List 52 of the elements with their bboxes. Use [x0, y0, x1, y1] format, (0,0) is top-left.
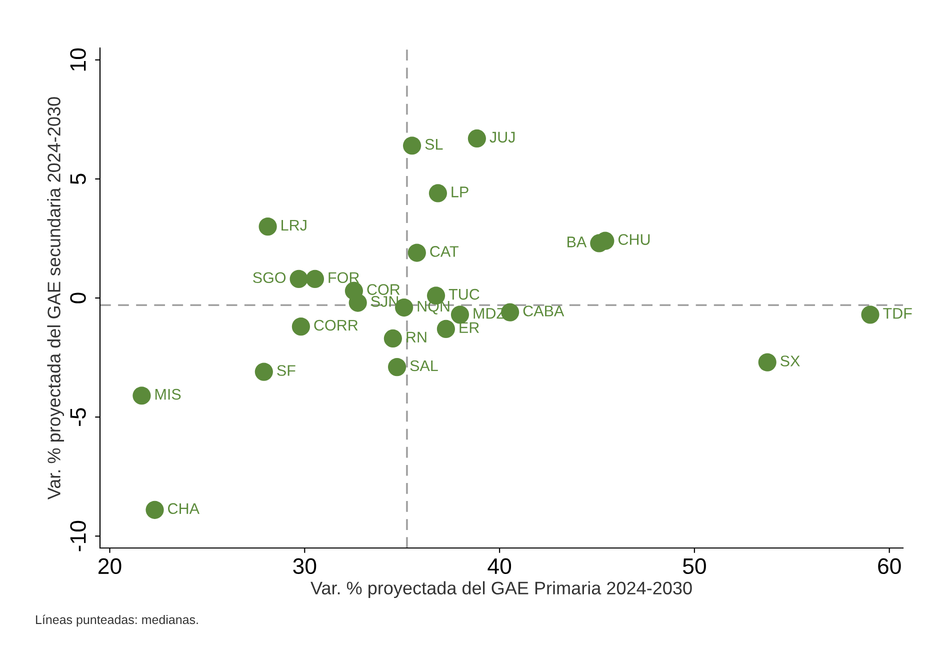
point — [384, 329, 402, 348]
annotation: SAL — [410, 360, 438, 372]
y-tick-label: -10 — [70, 520, 86, 552]
annotation: RN — [406, 332, 426, 342]
point — [306, 270, 324, 288]
annotation: SF — [277, 365, 296, 376]
annotation: SX — [780, 356, 800, 366]
annotation: TUC — [448, 288, 480, 300]
annotation: COR — [367, 284, 400, 295]
annotation: JUJ — [490, 132, 515, 143]
y-tick-label: 5 — [70, 174, 86, 184]
point — [254, 362, 273, 381]
y-axis-title: Var. % proyectada del GAE secundaria 2024-2030 — [47, 97, 64, 500]
y-tick-label: 0 — [70, 292, 86, 304]
annotation: SL — [425, 138, 443, 150]
point — [758, 353, 776, 372]
annotation: SGO — [253, 272, 286, 284]
x-axis-title: Var. % proyectada del GAE Primaria 2024-2030 — [310, 581, 692, 598]
y-tick-label: -5 — [70, 408, 86, 426]
point — [292, 318, 310, 336]
point — [861, 306, 880, 324]
annotation: TDF — [883, 308, 912, 319]
x-tick-label: 40 — [488, 558, 512, 574]
annotation: CHA — [168, 503, 200, 514]
annotation: FOR — [328, 272, 360, 284]
annotation: BA — [568, 236, 587, 248]
annotation: CABA — [523, 306, 564, 316]
annotation: CORR — [314, 320, 358, 331]
point — [402, 136, 422, 155]
point — [436, 320, 456, 338]
annotation: MIS — [155, 388, 181, 400]
text: Líneas punteadas: medianas. — [36, 614, 198, 627]
point — [450, 306, 470, 324]
y-tick-label: 10 — [70, 48, 86, 71]
point — [408, 244, 426, 262]
x-tick-label: 30 — [293, 558, 316, 574]
point — [258, 218, 277, 236]
point — [468, 129, 486, 148]
annotation: CHU — [618, 234, 650, 245]
point — [146, 500, 164, 519]
annotation: ER — [460, 322, 479, 333]
point — [132, 386, 151, 405]
point — [388, 358, 406, 376]
point — [428, 184, 448, 202]
point — [290, 270, 308, 288]
x-tick-label: 50 — [682, 558, 706, 574]
annotation: LRJ — [282, 220, 306, 231]
x-tick-label: 20 — [98, 558, 122, 574]
point — [348, 294, 367, 312]
annotation: CAT — [430, 246, 458, 257]
annotation: LP — [452, 186, 468, 198]
x-tick-label: 60 — [878, 558, 901, 574]
